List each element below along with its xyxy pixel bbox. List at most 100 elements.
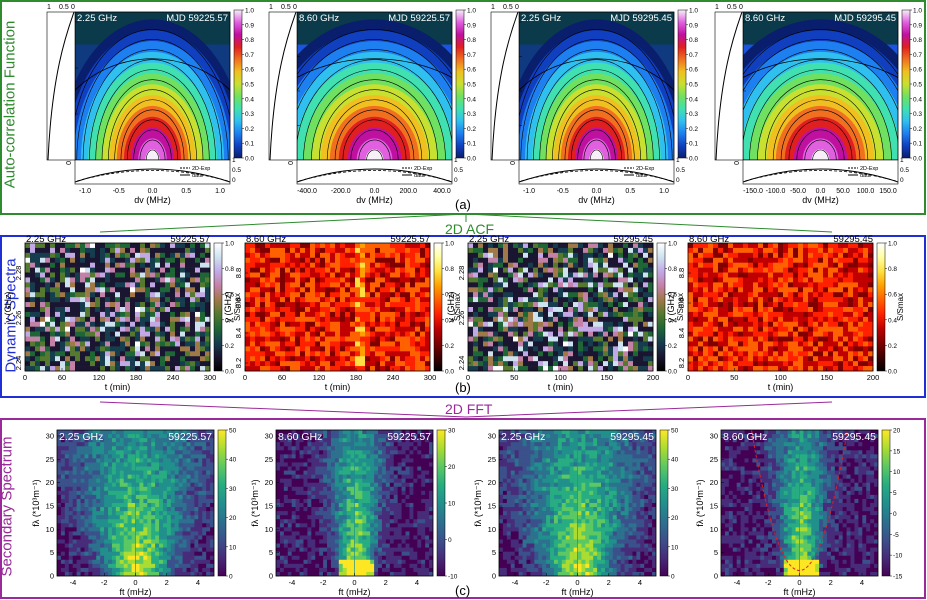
acf-contour-line — [350, 129, 399, 160]
dyn-cell — [170, 326, 176, 332]
dyn-cell — [768, 257, 774, 263]
dyn-cell — [583, 247, 589, 254]
colorbar-tick-label: 0.1 — [913, 141, 922, 148]
sec-cell — [57, 531, 62, 536]
sec-cell — [60, 466, 66, 471]
dyn-cell — [578, 336, 584, 342]
dyn-cell — [738, 356, 744, 362]
dyn-cell — [270, 356, 276, 362]
dyn-cell — [613, 351, 619, 357]
dyn-cell — [285, 282, 291, 288]
dyn-cell — [813, 326, 819, 332]
dyn-cell — [185, 307, 191, 313]
sec-cell — [119, 450, 125, 455]
dyn-cell — [280, 292, 286, 298]
sec-cell — [60, 535, 66, 540]
dyn-cell — [185, 356, 191, 362]
dyn-cell — [195, 243, 201, 249]
dyn-cell — [748, 302, 754, 308]
dyn-cell — [543, 307, 549, 313]
sec-cell — [123, 478, 128, 484]
colorbar-tick-label: 0.2 — [467, 126, 476, 133]
dyn-cell — [733, 247, 739, 254]
colorbar-tick-label: 1.0 — [689, 8, 698, 15]
dyn-cell — [828, 351, 834, 357]
dyn-cell — [115, 361, 121, 367]
dyn-cell — [753, 366, 759, 372]
dyn-cell — [100, 282, 106, 288]
sec-cell — [119, 442, 125, 447]
dyn-cell — [868, 341, 874, 347]
dyn-cell — [345, 321, 351, 327]
dyn-cell — [410, 267, 416, 273]
fft-arrow-label: 2D FFT — [445, 401, 493, 417]
dyn-cell — [828, 331, 834, 337]
dyn-cell — [165, 321, 171, 327]
sec-cell — [76, 559, 81, 565]
dyn-cell — [768, 331, 774, 337]
dyn-cell — [120, 326, 126, 332]
dyn-cell — [425, 302, 431, 308]
dyn-cell — [723, 243, 729, 249]
dyn-cell — [300, 262, 306, 268]
dyn-cell — [155, 267, 161, 273]
dyn-cell — [718, 287, 724, 293]
dyn-cell — [425, 247, 431, 254]
dyn-cell — [175, 316, 181, 323]
dyn-cell — [370, 321, 376, 327]
dyn-cell — [250, 321, 256, 327]
dyn-cell — [803, 311, 809, 318]
dyn-cell — [718, 272, 724, 278]
acf-contour-line — [743, 39, 898, 92]
dyn-cell — [858, 252, 864, 259]
dyn-cell — [723, 361, 729, 367]
dyn-cell — [270, 287, 276, 293]
dyn-cell — [498, 336, 504, 342]
dyn-cell — [425, 267, 431, 273]
dyn-cell — [165, 311, 171, 318]
dyn-cell — [708, 272, 714, 278]
dyn-cell — [50, 366, 56, 372]
dyn-cell — [588, 272, 594, 278]
dyn-cell — [698, 361, 704, 367]
dyn-cell — [558, 336, 564, 342]
dyn-cell — [623, 336, 629, 342]
sec-cell — [60, 559, 66, 565]
dyn-cell — [50, 267, 56, 273]
dyn-cell — [808, 356, 814, 362]
sec-cell — [115, 571, 121, 576]
dyn-cell — [633, 356, 639, 362]
dyn-cell — [415, 351, 421, 357]
x-axis-label: t (min) — [768, 382, 794, 392]
dyn-cell — [170, 277, 176, 283]
sec-cell — [72, 539, 77, 544]
dyn-cell — [568, 272, 574, 278]
dyn-cell — [648, 272, 654, 278]
dyn-cell — [100, 341, 106, 347]
dyn-cell — [623, 302, 629, 308]
dyn-cell — [180, 321, 186, 327]
dyn-cell — [728, 346, 734, 352]
sec-cell — [57, 515, 62, 520]
dyn-cell — [265, 262, 271, 268]
dyn-cell — [110, 346, 116, 352]
dyn-cell — [793, 302, 799, 308]
colorbar-tick-label: 0.5 — [467, 82, 476, 89]
dyn-cell — [768, 316, 774, 323]
dyn-cell — [325, 262, 331, 268]
dyn-cell — [135, 252, 141, 259]
dyn-cell — [370, 361, 376, 367]
dyn-cell — [290, 247, 296, 254]
dyn-cell — [165, 287, 171, 293]
sec-cell — [84, 563, 89, 569]
dyn-cell — [290, 326, 296, 332]
dyn-cell — [340, 282, 346, 288]
dyn-cell — [638, 287, 644, 293]
dyn-cell — [200, 257, 206, 263]
dyn-cell — [255, 277, 261, 283]
dyn-cell — [365, 282, 371, 288]
sec-cell — [84, 535, 89, 540]
dyn-cell — [638, 307, 644, 313]
acf-contour-line — [297, 39, 452, 92]
dyn-cell — [713, 331, 719, 337]
